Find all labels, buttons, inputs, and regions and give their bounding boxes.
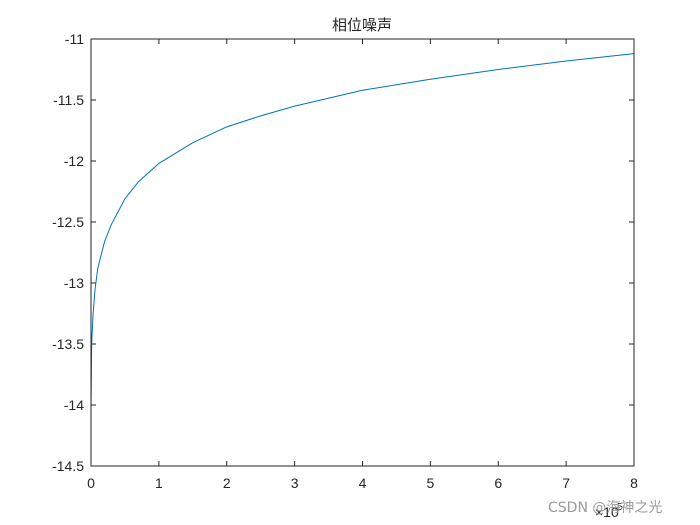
y-tick-label: -12 [64, 153, 84, 169]
watermark-text: CSDN @海神之光 [548, 500, 662, 516]
x-exponent-value: 5 [617, 502, 623, 513]
x-tick-label: 6 [494, 475, 502, 491]
chart-title: 相位噪声 [332, 16, 392, 34]
y-tick-label: -11.5 [53, 92, 84, 108]
x-axis: 0 1 2 3 4 5 6 7 8 [87, 39, 638, 491]
x-tick-label: 7 [562, 475, 570, 491]
x-tick-label: 1 [155, 475, 163, 491]
y-tick-label: -13.5 [52, 336, 84, 352]
plot-box [90, 38, 635, 467]
y-tick-label: -13 [64, 275, 84, 291]
x-tick-label: 8 [630, 475, 638, 491]
y-tick-label: -14.5 [52, 458, 84, 474]
x-tick-label: 5 [426, 475, 434, 491]
plot-background [91, 39, 634, 466]
y-tick-label: -14 [64, 397, 84, 413]
y-tick-label: -12.5 [52, 214, 84, 230]
y-axis: -11 -11.5 -12 -12.5 -13 -13.5 -14 -14.5 [52, 31, 634, 474]
x-exponent-label: ×10 [595, 504, 619, 520]
y-tick-label: -11 [65, 31, 84, 47]
x-tick-label: 3 [291, 475, 299, 491]
series-line [90, 53, 635, 406]
x-tick-label: 0 [87, 475, 95, 491]
x-tick-label: 4 [359, 475, 367, 491]
x-tick-label: 2 [223, 475, 231, 491]
